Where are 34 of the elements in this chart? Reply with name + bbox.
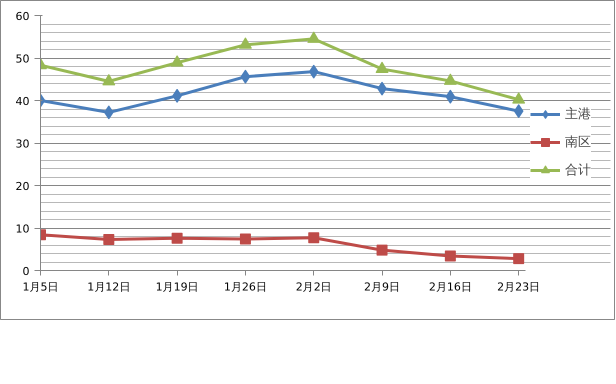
point (376, 244, 388, 256)
point (376, 62, 389, 74)
point (513, 253, 524, 264)
y-tick-label: 0 (22, 265, 30, 278)
x-tick-label: 2月2日 (296, 280, 332, 294)
x-tick-label: 2月23日 (497, 280, 540, 294)
y-tick-label: 30 (16, 138, 30, 150)
point (308, 64, 319, 79)
point (170, 55, 184, 67)
y-tick-label: 50 (16, 52, 30, 66)
legend-label: 南区 (565, 134, 591, 151)
y-tick-label: 60 (16, 10, 30, 23)
x-tick-label: 1月26日 (224, 280, 267, 294)
y-tick-label: 20 (16, 180, 30, 193)
legend-label: 合计 (565, 162, 591, 179)
legend-label: 主港 (565, 106, 591, 123)
point (102, 74, 116, 86)
y-tick-label: 40 (16, 95, 30, 108)
x-tick-label: 1月12日 (87, 280, 130, 294)
point (512, 92, 526, 104)
point (238, 37, 252, 49)
point (444, 74, 457, 85)
point (240, 234, 251, 245)
point (307, 31, 320, 43)
x-tick-label: 1月19日 (156, 280, 199, 294)
point (308, 232, 320, 244)
point (103, 234, 114, 245)
point (172, 232, 183, 244)
y-tick-label: 10 (16, 222, 30, 236)
x-tick-label: 2月9日 (364, 280, 400, 294)
point (104, 105, 114, 120)
x-tick-label: 1月5日 (22, 280, 58, 294)
x-tick-label: 2月16日 (428, 280, 472, 294)
point (444, 250, 456, 262)
